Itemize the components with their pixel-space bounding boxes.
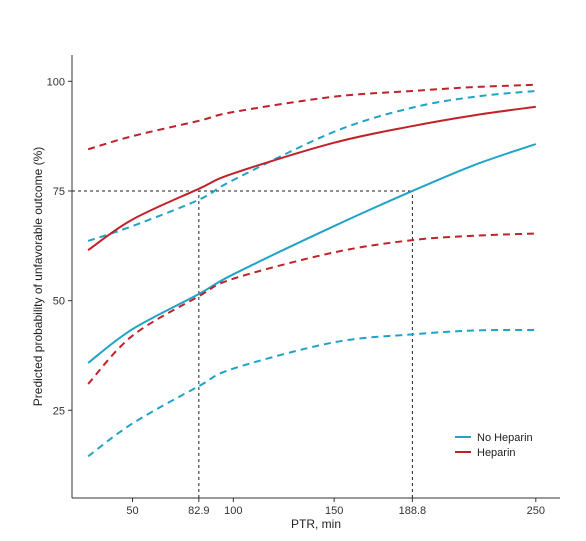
reference-lines [72,190,413,498]
series-ci-line-5 [87,83,536,151]
y-tick-label: 75 [53,186,65,198]
x-tick-label: 82.9 [188,505,209,517]
y-tick-label: 25 [53,405,65,417]
x-tick-label: 100 [224,505,242,517]
y-tick-label: 50 [53,296,65,308]
x-tick-label: 250 [527,505,545,517]
axes [71,55,560,499]
legend: No Heparin Heparin [455,432,533,459]
x-axis-ticks: 50 82.9 100 150 188.8 250 [126,498,545,517]
series-lines [87,83,537,458]
x-axis-title: PTR, min [291,517,341,531]
x-tick-label: 188.8 [399,505,427,517]
series-ci-line-4 [87,232,536,385]
x-tick-label: 150 [325,505,343,517]
x-tick-label: 50 [126,505,138,517]
legend-label: No Heparin [477,432,533,444]
y-tick-label: 100 [47,76,65,88]
legend-label: Heparin [477,447,516,459]
y-axis-title: Predicted probability of unfavorable out… [31,147,45,406]
series-line-3 [87,105,536,252]
series-ci-line-1 [87,328,536,458]
series-line-0 [87,143,537,364]
series-ci-line-2 [87,89,536,242]
y-axis-ticks: 25 50 75 100 [47,76,72,417]
